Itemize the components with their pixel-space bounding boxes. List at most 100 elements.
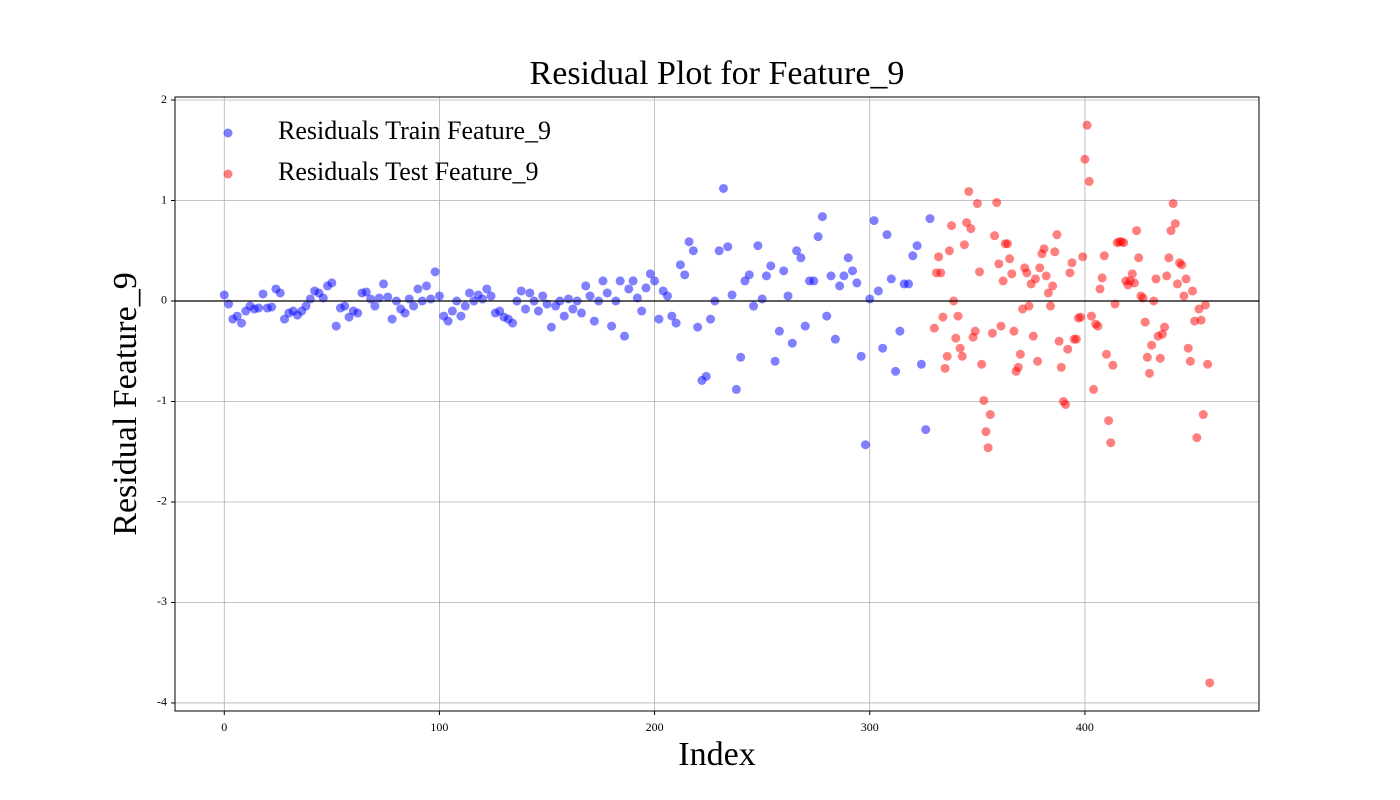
point — [516, 286, 526, 296]
point — [1183, 343, 1193, 353]
point — [546, 322, 556, 332]
point — [219, 290, 229, 300]
point — [267, 302, 277, 312]
point — [792, 246, 802, 256]
point — [942, 351, 952, 361]
point — [1144, 368, 1154, 378]
point — [1078, 252, 1088, 262]
point — [400, 308, 410, 318]
point — [1172, 279, 1182, 289]
point — [1132, 226, 1142, 236]
point — [422, 281, 432, 291]
point — [1129, 278, 1139, 288]
point — [1192, 433, 1202, 443]
point — [770, 356, 780, 366]
point — [383, 292, 393, 302]
point — [602, 288, 612, 298]
legend-marker — [223, 169, 233, 179]
point — [675, 260, 685, 270]
point — [1035, 263, 1045, 273]
point — [1071, 334, 1081, 344]
point — [1179, 291, 1189, 301]
point — [1097, 273, 1107, 283]
point — [947, 221, 957, 231]
point — [671, 318, 681, 328]
point — [975, 267, 985, 277]
point — [1140, 317, 1150, 327]
point — [934, 252, 944, 262]
point — [779, 266, 789, 276]
point — [994, 259, 1004, 269]
point — [972, 199, 982, 209]
point — [970, 326, 980, 336]
point — [533, 306, 543, 316]
point — [1030, 274, 1040, 284]
point — [254, 303, 264, 313]
point — [964, 186, 974, 196]
point — [619, 331, 629, 341]
point — [1200, 300, 1210, 310]
point — [426, 294, 436, 304]
point — [817, 212, 827, 222]
point — [1046, 301, 1056, 311]
point — [908, 251, 918, 261]
legend-label: Residuals Train Feature_9 — [278, 116, 551, 145]
point — [1065, 268, 1075, 278]
point — [1119, 238, 1129, 248]
point — [1166, 226, 1176, 236]
point — [886, 274, 896, 284]
point — [318, 293, 328, 303]
point — [305, 294, 315, 304]
point — [953, 311, 963, 321]
point — [559, 311, 569, 321]
point — [921, 425, 931, 435]
point — [1162, 271, 1172, 281]
plot-frame — [174, 96, 1260, 712]
point — [744, 270, 754, 280]
point — [1061, 400, 1071, 410]
point — [568, 304, 578, 314]
point — [1177, 260, 1187, 270]
point — [869, 216, 879, 226]
point — [839, 271, 849, 281]
point — [585, 291, 595, 301]
point — [749, 301, 759, 311]
point — [830, 334, 840, 344]
point — [1054, 336, 1064, 346]
point — [628, 276, 638, 286]
point — [800, 321, 810, 331]
point — [878, 343, 888, 353]
point — [873, 286, 883, 296]
point — [542, 299, 552, 309]
point — [1157, 329, 1167, 339]
point — [774, 326, 784, 336]
point — [912, 241, 922, 251]
point — [387, 314, 397, 324]
point — [783, 291, 793, 301]
point — [1039, 244, 1049, 254]
point — [1147, 340, 1157, 350]
point — [895, 326, 905, 336]
point — [1181, 274, 1191, 284]
point — [1086, 311, 1096, 321]
point — [486, 291, 496, 301]
point — [766, 261, 776, 271]
point — [615, 276, 625, 286]
point — [576, 308, 586, 318]
point — [477, 294, 487, 304]
point — [701, 371, 711, 381]
point — [1048, 281, 1058, 291]
point — [1160, 322, 1170, 332]
x-axis-label: Index — [678, 736, 755, 773]
point — [1155, 353, 1165, 363]
point — [654, 314, 664, 324]
y-tick-label: 1 — [161, 192, 167, 206]
point — [955, 343, 965, 353]
y-tick-label: 0 — [161, 293, 167, 307]
point — [465, 288, 475, 298]
point — [353, 308, 363, 318]
point — [916, 359, 926, 369]
point — [1134, 253, 1144, 263]
legend-label: Residuals Test Feature_9 — [278, 157, 539, 186]
point — [430, 267, 440, 277]
